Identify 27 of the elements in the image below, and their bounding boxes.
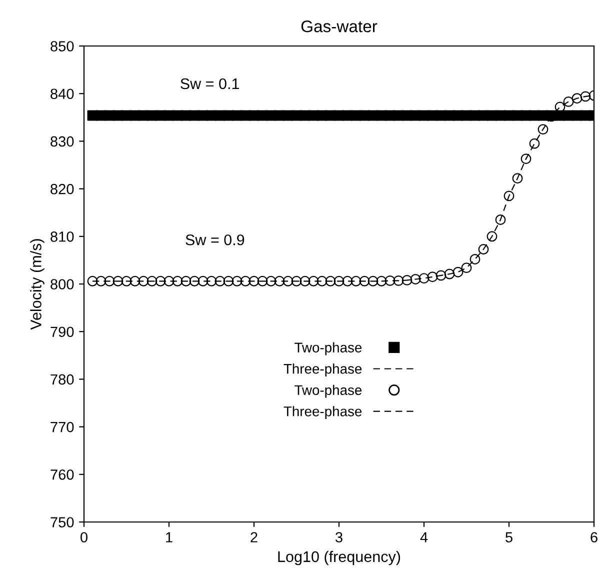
y-tick-label: 850 — [50, 41, 74, 52]
legend-label: Two-phase — [294, 342, 362, 356]
y-tick-label: 810 — [50, 232, 74, 242]
y-tick-label: 790 — [50, 326, 74, 338]
annotation: Sw = 0.9 — [186, 234, 244, 246]
legend-label: Two-phase — [294, 384, 362, 398]
y-tick-label: 800 — [50, 279, 74, 290]
x-tick-label: 2 — [250, 532, 258, 542]
legend-label: Three-phase — [284, 406, 362, 420]
x-tick-label: 4 — [420, 532, 428, 542]
y-tick-label: 840 — [50, 88, 74, 100]
y-tick-label: 760 — [50, 470, 74, 480]
x-tick-label: 5 — [506, 532, 512, 542]
y-axis-title: Velocity (m/s) — [30, 239, 44, 330]
y-tick-label: 770 — [50, 422, 74, 432]
x-tick-label: 6 — [590, 532, 598, 542]
chart-title: Gas-water — [301, 20, 378, 32]
y-tick-label: 830 — [50, 136, 74, 147]
y-tick-label: 820 — [50, 184, 74, 194]
x-tick-label: 3 — [336, 532, 342, 542]
y-tick-label: 750 — [50, 517, 74, 528]
x-tick-label: 1 — [166, 532, 172, 542]
annotation: Sw = 0.1 — [180, 78, 240, 90]
x-tick-label: 0 — [80, 532, 88, 542]
x-axis-title: Log10 (frequency) — [278, 550, 400, 566]
legend-label: Three-phase — [284, 364, 362, 376]
y-tick-label: 780 — [50, 374, 74, 385]
